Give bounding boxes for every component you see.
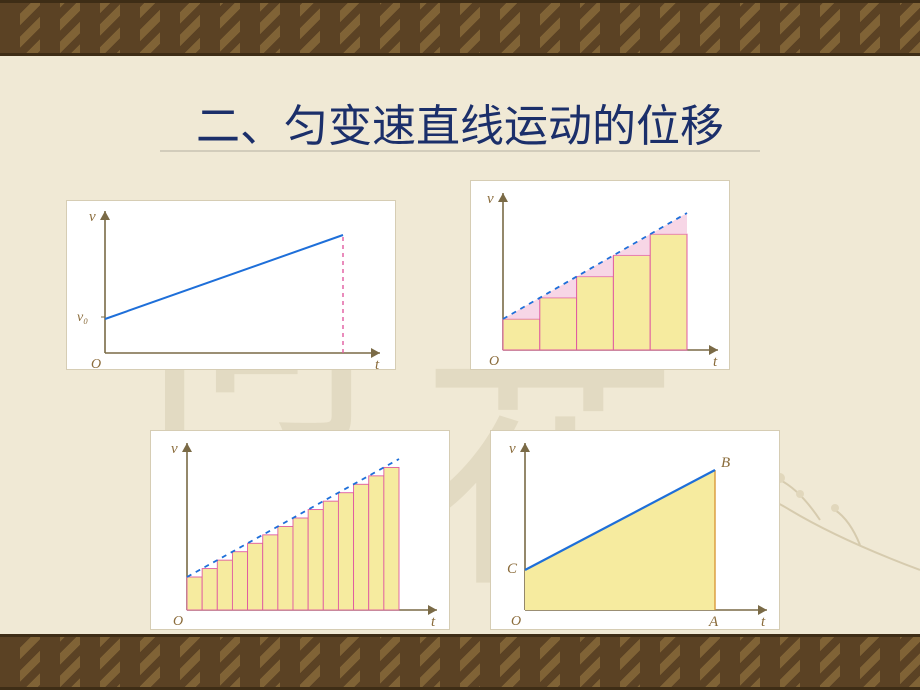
chart-1-origin: O xyxy=(91,357,101,371)
chart-1-panel: v t O v₀ xyxy=(66,200,396,370)
chart-4-pt-B: B xyxy=(721,455,730,471)
chart-2-panel: v t O xyxy=(470,180,730,370)
chart-3-origin: O xyxy=(173,614,183,629)
chart-1-v0: v₀ xyxy=(77,310,88,325)
title-underline xyxy=(160,150,760,152)
chart-2-x-label: t xyxy=(713,354,718,370)
decoration-top-band xyxy=(0,0,920,56)
chart-3-panel: v t O xyxy=(150,430,450,630)
chart-4-origin: O xyxy=(511,614,521,629)
chart-3-y-label: v xyxy=(171,441,178,457)
chart-4-svg: v t O A B C xyxy=(491,431,781,631)
chart-4-pt-A: A xyxy=(708,614,719,630)
chart-1-x-label: t xyxy=(375,357,380,371)
chart-1-svg: v t O v₀ xyxy=(67,201,397,371)
chart-4-x-label: t xyxy=(761,614,766,630)
decoration-bottom-band xyxy=(0,634,920,690)
chart-1-y-label: v xyxy=(89,209,96,225)
chart-2-y-label: v xyxy=(487,191,494,207)
chart-3-x-label: t xyxy=(431,614,436,630)
slide-title: 二、匀变速直线运动的位移 xyxy=(0,90,920,154)
chart-2-origin: O xyxy=(489,354,499,369)
chart-4-y-label: v xyxy=(509,441,516,457)
slide: 何 花 二、匀变速直线运动的位移 xyxy=(0,0,920,690)
chart-4-pt-C: C xyxy=(507,561,518,577)
chart-2-svg: v t O xyxy=(471,181,731,371)
chart-4-panel: v t O A B C xyxy=(490,430,780,630)
chart-3-svg: v t O xyxy=(151,431,451,631)
